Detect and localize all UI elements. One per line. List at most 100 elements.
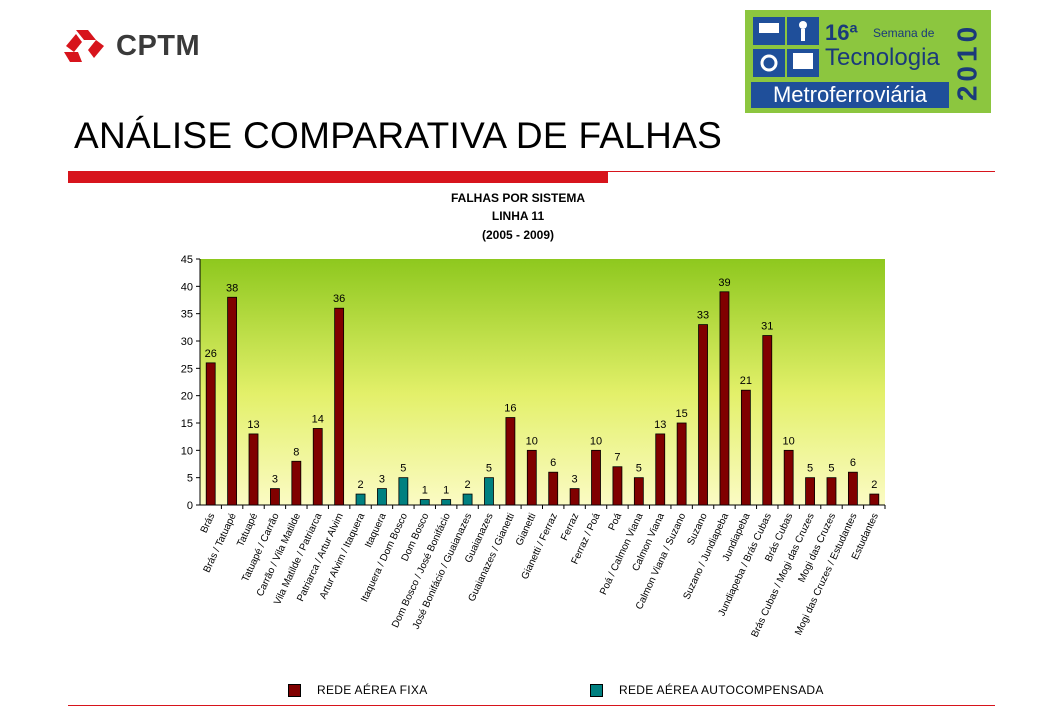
page-title: ANÁLISE COMPARATIVA DE FALHAS xyxy=(74,115,723,156)
value-label: 6 xyxy=(550,457,556,469)
y-tick-label: 35 xyxy=(181,309,193,321)
badge-year-text: 2010 xyxy=(953,23,982,101)
value-label: 5 xyxy=(636,463,642,475)
bar xyxy=(270,488,280,506)
bar xyxy=(227,296,238,506)
value-label: 7 xyxy=(614,452,620,464)
badge-line2: Tecnologia xyxy=(825,44,940,71)
value-label: 6 xyxy=(850,457,856,469)
bar xyxy=(398,477,409,506)
plot-area xyxy=(200,259,885,505)
x-tick-label: Brás xyxy=(199,512,218,535)
value-label: 10 xyxy=(590,435,602,447)
badge-year: 2010 xyxy=(953,23,982,101)
y-tick-label: 15 xyxy=(181,418,193,430)
bar xyxy=(633,477,644,506)
badge-line1: Semana de xyxy=(873,26,935,40)
bar xyxy=(740,389,751,506)
y-tick-label: 40 xyxy=(181,281,193,293)
value-label: 5 xyxy=(486,463,492,475)
bar xyxy=(655,433,666,506)
brand-logo: CPTM xyxy=(62,26,200,66)
value-label: 2 xyxy=(871,479,877,491)
bar xyxy=(569,488,580,506)
value-label: 15 xyxy=(676,408,688,420)
bar xyxy=(676,422,687,506)
value-label: 10 xyxy=(526,435,538,447)
bar xyxy=(312,428,323,506)
legend-item-fixed: REDE AÉREA FIXA xyxy=(288,683,428,697)
bar xyxy=(419,499,430,506)
value-label: 21 xyxy=(740,375,752,387)
bar xyxy=(591,449,601,506)
bar xyxy=(869,493,880,506)
cptm-logo-icon xyxy=(64,30,104,62)
badge-line3: Metroferroviária xyxy=(751,82,949,108)
legend-label-autocompensated: REDE AÉREA AUTOCOMPENSADA xyxy=(619,683,824,697)
title-accent-bar xyxy=(68,171,608,183)
legend-item-autocompensated: REDE AÉREA AUTOCOMPENSADA xyxy=(590,683,824,697)
bar xyxy=(377,488,387,506)
bar xyxy=(612,466,623,506)
brand-name: CPTM xyxy=(116,29,201,62)
y-tick-label: 5 xyxy=(187,473,193,485)
legend-label-fixed: REDE AÉREA FIXA xyxy=(317,683,428,697)
bar xyxy=(847,471,858,506)
bar xyxy=(719,291,730,506)
bar xyxy=(762,335,773,506)
y-tick-label: 45 xyxy=(181,254,193,266)
value-label: 2 xyxy=(465,479,471,491)
value-label: 26 xyxy=(205,348,217,360)
chart-subtitle-period: (2005 - 2009) xyxy=(482,228,554,242)
x-tick-label: Poá xyxy=(607,511,625,532)
y-tick-label: 0 xyxy=(187,500,193,512)
bar xyxy=(355,493,366,506)
value-label: 31 xyxy=(761,321,773,333)
x-tick-label: Ferraz xyxy=(559,512,581,543)
value-label: 36 xyxy=(333,293,345,305)
bar xyxy=(462,493,473,506)
bar xyxy=(783,449,794,506)
value-label: 5 xyxy=(400,463,406,475)
y-tick-label: 10 xyxy=(181,445,193,457)
value-label: 3 xyxy=(272,474,278,486)
bar xyxy=(526,449,537,506)
footer-line xyxy=(68,705,995,706)
bar xyxy=(441,499,452,506)
value-label: 3 xyxy=(572,474,578,486)
legend-swatch-autocompensated xyxy=(590,683,603,697)
bar xyxy=(805,477,815,506)
bar xyxy=(248,433,259,506)
value-label: 14 xyxy=(312,413,324,425)
bar xyxy=(698,324,708,506)
bar xyxy=(548,471,559,506)
value-label: 5 xyxy=(828,463,834,475)
bar xyxy=(505,417,516,506)
y-tick-label: 30 xyxy=(181,336,193,348)
bar xyxy=(334,307,345,506)
value-label: 33 xyxy=(697,310,709,322)
bar xyxy=(291,460,302,506)
value-label: 2 xyxy=(357,479,363,491)
y-tick-label: 25 xyxy=(181,363,193,375)
chart-title: FALHAS POR SISTEMA xyxy=(451,191,585,205)
bar xyxy=(484,477,494,506)
event-badge: 16ª Semana de Tecnologia Metroferroviári… xyxy=(745,10,991,113)
legend-swatch-fixed xyxy=(288,683,301,697)
value-label: 1 xyxy=(422,485,428,497)
value-label: 8 xyxy=(293,446,299,458)
value-label: 3 xyxy=(379,474,385,486)
bar xyxy=(205,362,216,506)
value-label: 13 xyxy=(247,419,259,431)
value-label: 1 xyxy=(443,485,449,497)
y-tick-label: 20 xyxy=(181,391,193,403)
bar xyxy=(826,477,837,506)
value-label: 10 xyxy=(783,435,795,447)
chart-subtitle: LINHA 11 xyxy=(492,209,545,223)
train-pictogram-icon xyxy=(753,17,819,77)
value-label: 5 xyxy=(807,463,813,475)
value-label: 39 xyxy=(718,277,730,289)
